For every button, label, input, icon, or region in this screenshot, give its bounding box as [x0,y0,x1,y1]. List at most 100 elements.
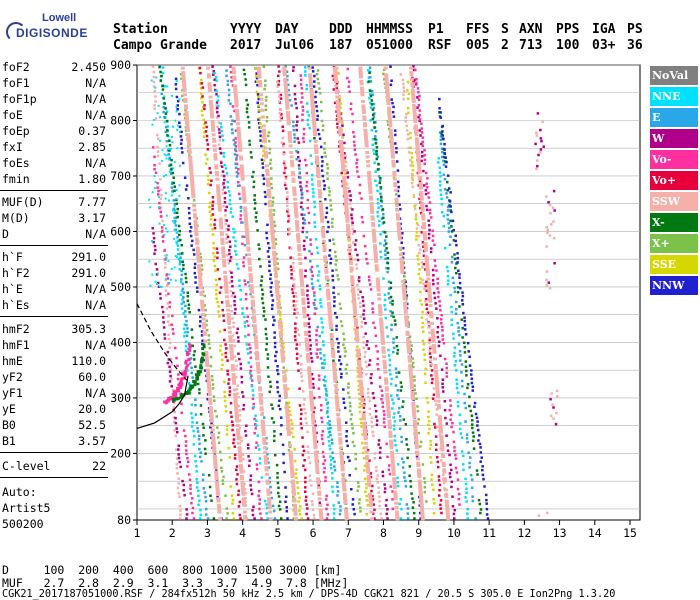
echo-point [233,153,237,156]
echo-point [330,208,333,212]
ssw-echo-point [382,359,387,363]
echo-point [280,337,283,341]
echo-point [238,500,242,504]
echo-point [265,506,269,510]
echo-point [321,362,324,365]
echo-point [276,262,280,265]
echo-point [321,430,325,433]
echo-point [192,517,196,520]
ssw-echo-point [285,419,290,423]
ssw-echo-point [418,488,423,492]
echo-point [440,132,443,135]
ssw-echo-point [216,186,221,190]
echo-point [432,291,436,295]
echo-point [449,191,452,194]
ssw-echo-point [350,277,355,281]
echo-point [327,186,331,190]
ssw-echo-point [326,295,331,299]
echo-point [210,179,213,183]
ssw-echo-point [210,119,215,123]
ssw-echo-point [393,495,398,499]
echo-point [244,283,247,286]
echo-point [170,186,174,189]
echo-point [415,238,418,241]
echo-point [369,288,373,291]
echo-point [218,450,222,454]
ssw-echo-point [418,186,423,190]
echo-point [382,72,385,76]
echo-point [200,264,203,267]
echo-point [194,276,197,279]
ssw-echo-point [288,139,293,143]
ssw-echo-point [309,392,314,396]
echo-point [176,99,180,103]
ssw-echo-point [391,159,396,163]
ssw-echo-point [417,472,422,476]
echo-point [265,236,269,240]
echo-point [226,512,229,515]
ssw-echo-point [421,213,426,217]
ssw-echo-point [367,177,372,181]
echo-point [331,477,334,480]
ssw-echo-point [359,75,364,79]
ssw-echo-point [263,146,268,150]
echo-point [270,307,274,311]
echo-point [406,106,410,110]
echo-point [283,181,287,185]
echo-point [173,420,176,424]
echo-point [277,504,281,508]
echo-point [443,148,446,151]
ssw-echo-point [316,479,321,483]
ssw-echo-point [248,266,253,270]
ssw-echo-point [283,384,288,388]
ssw-echo-point [407,355,412,359]
echo-point [302,449,306,453]
ssw-echo-point [358,66,363,70]
ssw-echo-point [339,452,344,456]
echo-point [198,517,202,520]
param-name: M(D) [2,211,30,225]
echo-point [287,449,291,452]
echo-point [185,280,188,284]
echo-point [160,92,163,96]
echo-point [325,402,329,406]
echo-point [190,366,193,370]
ssw-echo-point [199,293,204,297]
echo-point [276,85,279,89]
echo-point [323,184,326,187]
ssw-echo-point [314,452,319,456]
ssw-echo-point [314,459,319,463]
echo-point [362,313,365,316]
echo-point [276,380,279,384]
echo-point [292,284,295,288]
ssw-echo-point [265,472,270,476]
ssw-echo-point [373,246,378,250]
echo-point [295,343,299,346]
ssw-echo-point [231,379,236,383]
ssw-echo-point [260,108,265,112]
ssw-echo-point [285,417,290,421]
echo-point [200,330,204,333]
ssw-echo-point [207,86,212,90]
echo-point [402,82,405,86]
echo-point [402,93,405,96]
echo-point [260,279,263,283]
ssw-echo-point [210,115,215,119]
echo-point [229,65,232,68]
echo-point [192,199,196,202]
ssw-echo-point [249,286,254,290]
ssw-echo-point [328,319,333,323]
echo-point [231,502,234,505]
ssw-echo-point [236,126,241,130]
echo-point [377,206,380,209]
echo-point [272,323,275,327]
echo-point [433,259,437,262]
echo-point [216,436,220,439]
echo-point [253,517,256,520]
echo-point [185,319,188,323]
echo-point [368,407,372,411]
echo-point [214,409,217,413]
ssw-echo-point [435,381,440,385]
echo-point [224,410,228,413]
echo-point [295,149,298,153]
